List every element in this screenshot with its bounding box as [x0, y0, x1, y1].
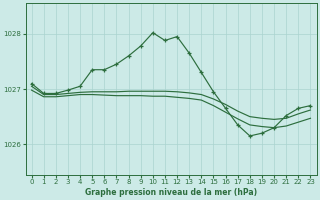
X-axis label: Graphe pression niveau de la mer (hPa): Graphe pression niveau de la mer (hPa): [85, 188, 257, 197]
